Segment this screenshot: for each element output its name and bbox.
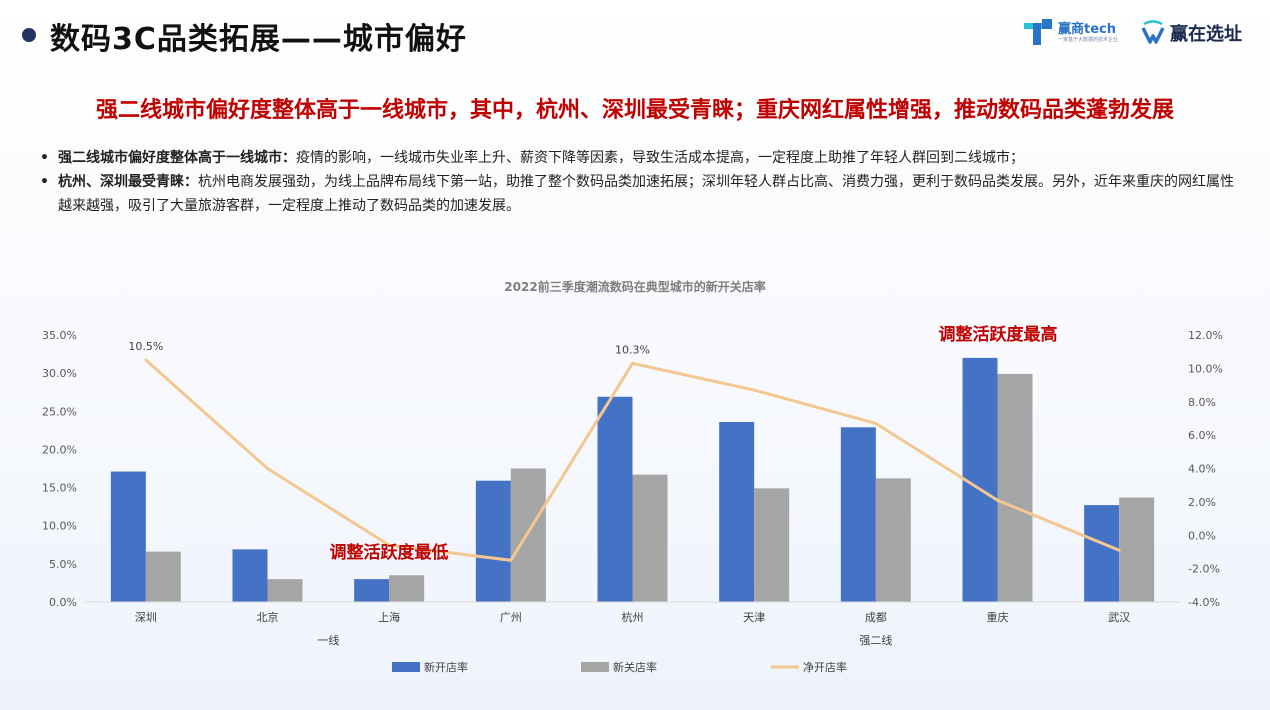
bar-new-close [997, 373, 1033, 602]
bar-new-open [719, 421, 755, 602]
winshang-tech-logo: 赢商tech 一家基于大数据的技术企业 [1024, 18, 1120, 48]
y-right-tick-label: 6.0% [1188, 429, 1216, 442]
bar-new-open [597, 396, 633, 602]
net-open-rate-point [144, 358, 148, 362]
net-open-rate-point [874, 421, 878, 425]
bar-new-open [1084, 505, 1120, 602]
net-open-rate-point [266, 467, 269, 470]
data-label: 10.3% [615, 343, 650, 356]
bullet-item-text: 杭州电商发展强劲，为线上品牌布局线下第一站，助推了整个数码品类加速拓展；深圳年轻… [58, 174, 1234, 214]
legend-swatch [581, 662, 609, 672]
y-left-tick-label: 25.0% [42, 405, 77, 418]
bar-new-open [962, 357, 998, 602]
y-left-tick-label: 20.0% [42, 443, 77, 456]
bar-new-close [510, 468, 546, 602]
x-tick-label: 天津 [743, 611, 765, 624]
bar-new-close [267, 579, 303, 602]
net-open-rate-point [996, 498, 999, 502]
y-right-tick-label: 0.0% [1188, 529, 1216, 542]
bar-new-close [754, 488, 790, 602]
bar-new-open [354, 579, 390, 602]
y-right-tick-label: 12.0% [1188, 329, 1223, 342]
headline: 强二线城市偏好度整体高于一线城市，其中，杭州、深圳最受青睐；重庆网红属性增强，推… [95, 98, 1174, 123]
x-tick-label: 北京 [257, 610, 279, 624]
bullet-item: 杭州、深圳最受青睐：杭州电商发展强劲，为线上品牌布局线下第一站，助推了整个数码品… [40, 170, 1240, 218]
bullet-item: 强二线城市偏好度整体高于一线城市：疫情的影响，一线城市失业率上升、薪资下降等因素… [40, 146, 1240, 170]
winshang-tech-logo-mark-icon [1024, 19, 1054, 47]
legend-label: 净开店率 [803, 660, 847, 674]
legend-label: 新关店率 [613, 660, 657, 674]
y-right-tick-label: 10.0% [1188, 362, 1223, 375]
bar-new-open [232, 549, 268, 602]
chart-title: 2022前三季度潮流数码在典型城市的新开关店率 [504, 279, 765, 294]
bar-new-close [632, 474, 668, 602]
net-open-rate-point [509, 558, 513, 562]
y-left-tick-label: 5.0% [49, 558, 77, 571]
bar-new-open [840, 427, 876, 602]
x-tick-label: 上海 [378, 610, 400, 624]
x-tick-label: 武汉 [1108, 611, 1130, 624]
ying-zai-xuan-zhi-logo: 赢在选址 [1140, 18, 1242, 48]
winshang-tech-logo-tagline: 一家基于大数据的技术企业 [1058, 37, 1119, 43]
bar-new-close [145, 551, 181, 602]
winshang-tech-logo-text: 赢商tech [1058, 22, 1116, 37]
bar-new-close [875, 478, 911, 602]
net-open-rate-point [752, 388, 756, 392]
net-open-rate-point [1117, 548, 1121, 552]
x-tick-label: 重庆 [987, 610, 1009, 624]
data-label: 10.5% [128, 340, 163, 353]
x-group-label: 一线 [317, 633, 339, 647]
x-tick-label: 杭州 [622, 610, 644, 624]
y-left-tick-label: 10.0% [42, 520, 77, 533]
bullet-item-heading: 强二线城市偏好度整体高于一线城市： [58, 150, 296, 166]
x-tick-label: 成都 [865, 611, 887, 624]
legend-label: 新开店率 [424, 660, 468, 674]
title-bullet-dot [22, 28, 36, 42]
bar-new-open [475, 480, 511, 602]
y-right-tick-label: 4.0% [1188, 463, 1216, 476]
x-tick-label: 深圳 [135, 611, 157, 624]
bullet-item-heading: 杭州、深圳最受青睐： [58, 174, 198, 190]
bar-line-chart: 2022前三季度潮流数码在典型城市的新开关店率 0.0% 5.0% 10.0% 15.… [42, 279, 1223, 674]
y-left-tick-label: 35.0% [42, 329, 77, 342]
callout-lowest-activity: 调整活跃度最低 [330, 542, 449, 563]
bar-new-close [389, 575, 425, 602]
bullet-item-text: 疫情的影响，一线城市失业率上升、薪资下降等因素，导致生活成本提高，一定程度上助推… [296, 150, 1024, 166]
x-group-label: 强二线 [859, 633, 892, 647]
ying-zai-xuan-zhi-logo-text: 赢在选址 [1170, 24, 1242, 45]
y-left-tick-label: 0.0% [49, 596, 77, 609]
y-right-tick-label: -2.0% [1188, 563, 1220, 576]
legend-swatch [392, 662, 420, 672]
y-right-tick-label: -4.0% [1188, 596, 1220, 609]
y-right-tick-label: 2.0% [1188, 496, 1216, 509]
page-title: 数码3C品类拓展——城市偏好 [50, 22, 467, 57]
bar-new-close [1119, 497, 1155, 602]
net-open-rate-point [631, 361, 634, 365]
x-tick-label: 广州 [500, 611, 522, 624]
y-left-tick-label: 30.0% [42, 367, 77, 380]
bullet-list: 强二线城市偏好度整体高于一线城市：疫情的影响，一线城市失业率上升、薪资下降等因素… [40, 146, 1240, 218]
y-right-tick-label: 8.0% [1188, 396, 1216, 409]
ying-zai-xuan-zhi-logo-mark-icon [1141, 20, 1165, 44]
bar-new-open [110, 471, 146, 602]
y-left-tick-label: 15.0% [42, 482, 77, 495]
net-open-rate-point [387, 543, 391, 547]
callout-highest-activity: 调整活跃度最高 [939, 324, 1058, 345]
